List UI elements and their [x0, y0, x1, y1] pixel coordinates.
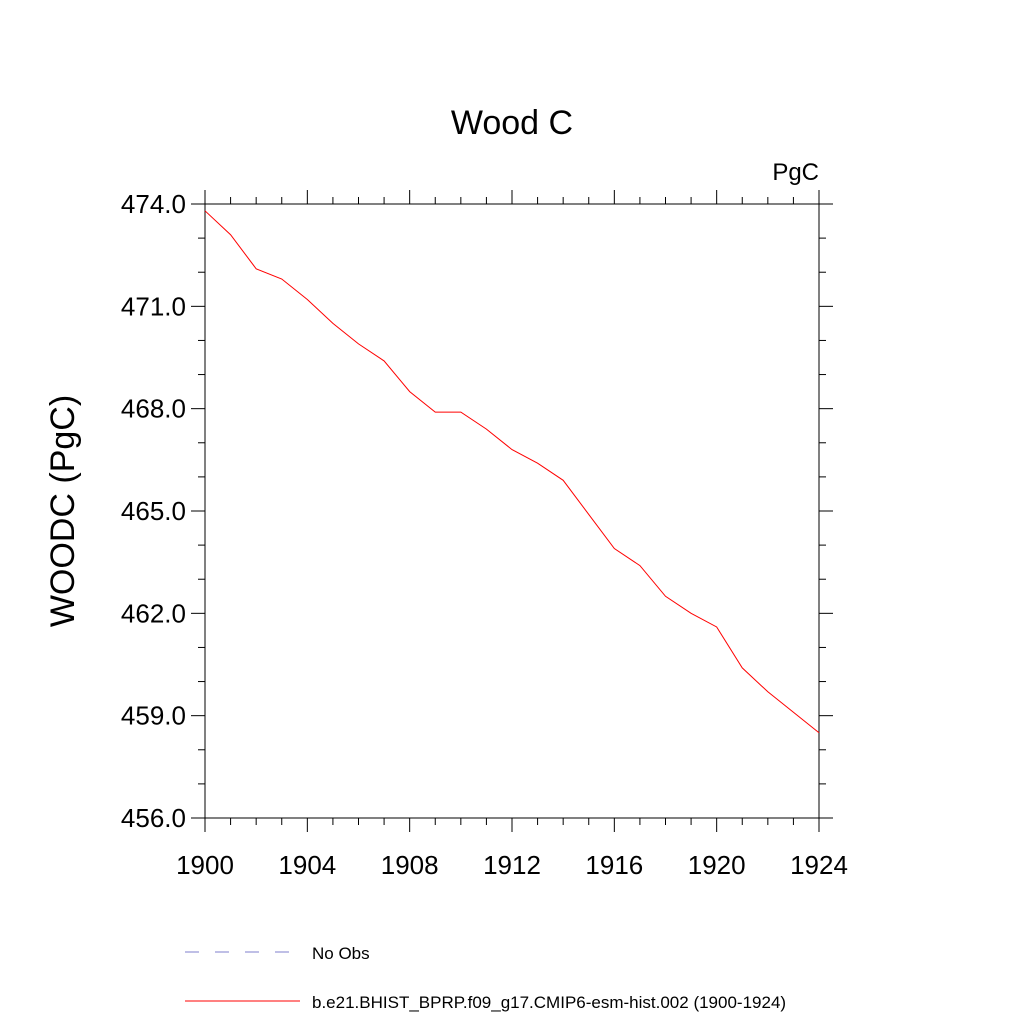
- legend-label: b.e21.BHIST_BPRP.f09_g17.CMIP6-esm-hist.…: [312, 993, 786, 1012]
- y-tick-labels: 456.0 459.0 462.0 465.0 468.0 471.0 474.0: [121, 189, 186, 833]
- axis-ticks: [191, 190, 833, 832]
- y-tick-label: 465.0: [121, 496, 186, 526]
- legend: No Obs b.e21.BHIST_BPRP.f09_g17.CMIP6-esm…: [185, 944, 786, 1012]
- chart-title: Wood C: [451, 104, 573, 142]
- plot-lines: [204, 210, 820, 734]
- x-tick-labels: 1900 1904 1908 1912 1916 1920 1924: [176, 850, 848, 880]
- x-tick-label: 1916: [585, 850, 643, 880]
- y-tick-label: 468.0: [121, 394, 186, 424]
- y-tick-label: 471.0: [121, 291, 186, 321]
- x-tick-label: 1900: [176, 850, 234, 880]
- y-axis-label: WOODC (PgC): [44, 395, 82, 627]
- legend-label: No Obs: [312, 944, 370, 963]
- y-tick-label: 462.0: [121, 598, 186, 628]
- x-tick-label: 1908: [381, 850, 439, 880]
- series-line-1: [204, 210, 820, 734]
- x-tick-label: 1904: [278, 850, 336, 880]
- y-tick-label: 456.0: [121, 803, 186, 833]
- y-tick-label: 474.0: [121, 189, 186, 219]
- x-tick-label: 1924: [790, 850, 848, 880]
- x-tick-label: 1920: [688, 850, 746, 880]
- x-tick-label: 1912: [483, 850, 541, 880]
- plot-frame: [204, 203, 820, 819]
- units-label: PgC: [772, 159, 819, 186]
- y-tick-label: 459.0: [121, 701, 186, 731]
